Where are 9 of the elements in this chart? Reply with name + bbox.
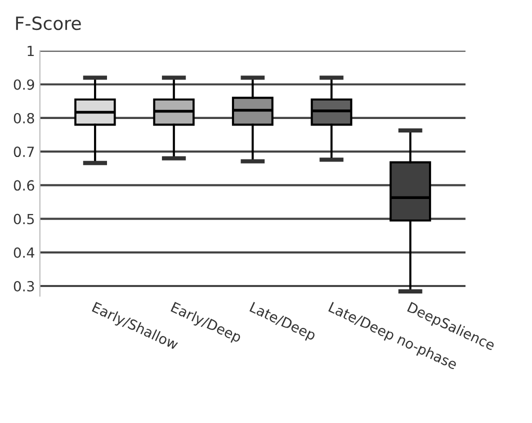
y-tick-label: 0.8 xyxy=(14,112,34,124)
y-tick-label: 0.3 xyxy=(14,280,34,292)
y-tick-label: 0.9 xyxy=(14,79,34,90)
y-tick-label: 0.7 xyxy=(14,146,34,158)
y-tick-label: 0.6 xyxy=(14,180,34,191)
y-tick-label: 1 xyxy=(28,46,34,56)
y-tick-label: 0.4 xyxy=(14,247,34,258)
y-tick-label: 0.5 xyxy=(14,214,34,224)
y-axis-title: F-Score xyxy=(16,16,81,30)
